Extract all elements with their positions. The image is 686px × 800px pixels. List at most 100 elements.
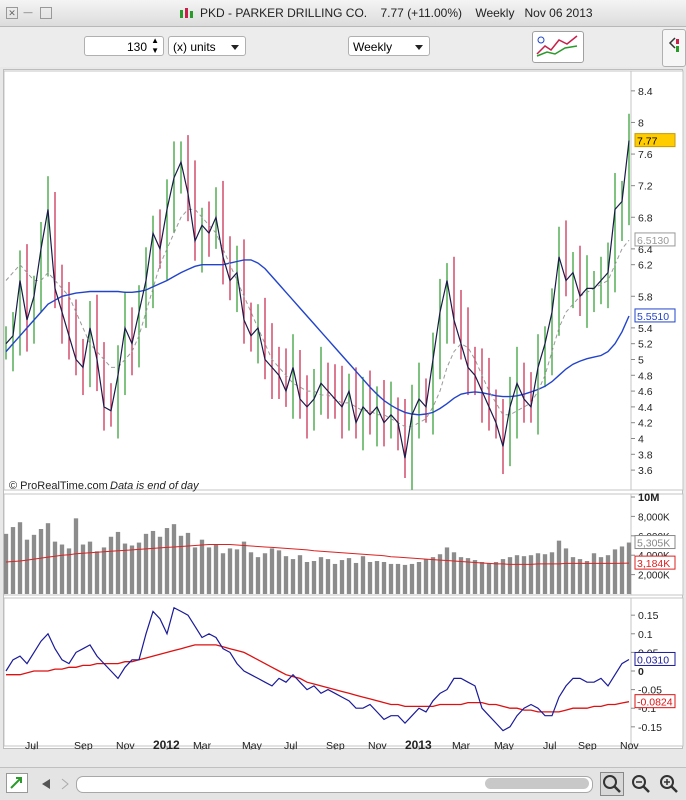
volume-bar [325, 559, 331, 594]
volume-bar [584, 561, 590, 594]
volume-bar [262, 553, 268, 594]
window-title: PKD - PARKER DRILLING CO. 7.77 (+11.00%)… [200, 6, 593, 20]
ma-long-badge-box [634, 308, 676, 323]
price-line [5, 140, 630, 459]
x-tick-label: 2012 [153, 738, 180, 750]
units-type-select[interactable]: (x) units [168, 36, 246, 56]
volume-bar [402, 564, 408, 594]
price-tick-label: 5.8 [638, 291, 653, 303]
title-bar: ✕ — PKD - PARKER DRILLING CO. 7.77 (+11.… [0, 0, 686, 27]
volume-bar [248, 552, 254, 594]
price-tick-label: 4.4 [638, 402, 653, 414]
volume-bar [87, 541, 93, 594]
x-tick-label: Nov [620, 740, 639, 750]
period-select[interactable]: Weekly [348, 36, 430, 56]
volume-bar [591, 553, 597, 594]
scrollbar-thumb[interactable] [485, 778, 589, 789]
time-scrollbar[interactable] [76, 776, 593, 793]
zoom-in-icon[interactable] [658, 773, 680, 795]
volume-last-badge-box [634, 535, 676, 550]
volume-bar [416, 561, 422, 594]
price-tick-label: 6.2 [638, 260, 653, 272]
volume-bar [465, 558, 471, 594]
volume-bar [94, 551, 100, 594]
scroll-left-icon[interactable] [40, 777, 70, 791]
volume-bar [80, 544, 86, 594]
price-tick-label: 8.4 [638, 86, 653, 98]
indicator-tick-label: -0.05 [638, 685, 662, 697]
price-tick-label: 5 [638, 354, 644, 366]
volume-bar [115, 531, 121, 594]
price-tick-label: 4.2 [638, 418, 653, 430]
volume-bar [493, 561, 499, 594]
volume-bar [52, 541, 58, 594]
volume-bar [353, 562, 359, 594]
volume-bar [164, 528, 170, 594]
price-tick-label: 4.8 [638, 370, 653, 382]
volume-bar [332, 563, 338, 594]
zoom-out-icon[interactable] [630, 773, 652, 795]
price-tick-label: 5.4 [638, 323, 653, 335]
x-tick-label: Sep [578, 740, 597, 750]
volume-bar [66, 548, 72, 594]
volume-bar [234, 549, 240, 594]
minimize-window-icon[interactable]: — [23, 7, 33, 17]
volume-bar [626, 542, 632, 594]
ma-short-line [5, 208, 630, 428]
volume-last-badge: 5,305K [637, 538, 670, 550]
stepper-arrows-icon[interactable]: ▲ ▼ [151, 36, 159, 55]
volume-bar [318, 557, 324, 594]
volume-bar [542, 554, 548, 594]
volume-bar [577, 559, 583, 594]
ma-short-badge: 6.5130 [637, 235, 669, 247]
chart-canvas[interactable]: 8.4 8 7.6 7.2 6.8 6.4 6.2 5.8 5.4 5.2 5 4.8 4.6 4.4 4.… [3, 70, 684, 752]
chart-frame[interactable]: 8.4 8 7.6 7.2 6.8 6.4 6.2 5.8 5.4 5.2 5 4.8 4.6 4.4 4.… [3, 69, 684, 752]
title-date: Nov 06 2013 [524, 6, 593, 20]
units-type-label: (x) units [173, 40, 216, 54]
volume-bar [290, 559, 296, 594]
volume-bar [59, 544, 65, 594]
volume-bar [451, 552, 457, 594]
volume-bar [395, 563, 401, 594]
chevron-down-icon [415, 45, 423, 50]
volume-bar [360, 556, 366, 594]
panel-toggle-icon [668, 37, 679, 52]
volume-bar [108, 536, 114, 594]
volume-bar [136, 542, 142, 594]
indicators-button[interactable] [532, 31, 584, 63]
volume-bar [101, 547, 107, 594]
volume-bar [486, 562, 492, 594]
indicator-tick-label: 0.1 [638, 629, 653, 641]
side-panel-toggle[interactable] [662, 29, 686, 67]
signal-last-badge: -0.0824 [637, 697, 673, 709]
volume-bar [3, 533, 9, 594]
x-tick-label: Jul [543, 740, 556, 750]
signal-last-badge-box [634, 694, 676, 709]
volume-bar [598, 557, 604, 594]
indicator-last-badge-box [634, 651, 676, 666]
volume-bar [241, 541, 247, 594]
zoom-select-icon[interactable] [600, 772, 624, 796]
ma-short-badge-box [634, 232, 676, 247]
volume-bar [458, 557, 464, 594]
candlestick-icon [180, 8, 193, 18]
indicator-tick-label: 0 [638, 666, 644, 678]
title-period: Weekly [475, 6, 515, 20]
volume-bar [143, 533, 149, 594]
volume-bar [150, 530, 156, 594]
expand-arrows-icon[interactable] [6, 773, 28, 793]
close-window-icon[interactable]: ✕ [6, 7, 18, 19]
volume-bar [213, 544, 219, 594]
volume-bar [514, 555, 520, 594]
title-symbol: PKD - PARKER DRILLING CO. [200, 6, 368, 20]
volume-bar [283, 556, 289, 594]
units-count-stepper[interactable]: 130 ▲ ▼ [84, 36, 164, 56]
volume-bar [612, 549, 618, 594]
ma-long-badge: 5.5510 [637, 311, 669, 323]
volume-ma-badge: 3,184K [637, 558, 670, 570]
maximize-window-icon[interactable] [40, 7, 52, 19]
units-count-value: 130 [126, 40, 147, 54]
volume-bar [339, 560, 345, 594]
volume-bar [304, 561, 310, 594]
